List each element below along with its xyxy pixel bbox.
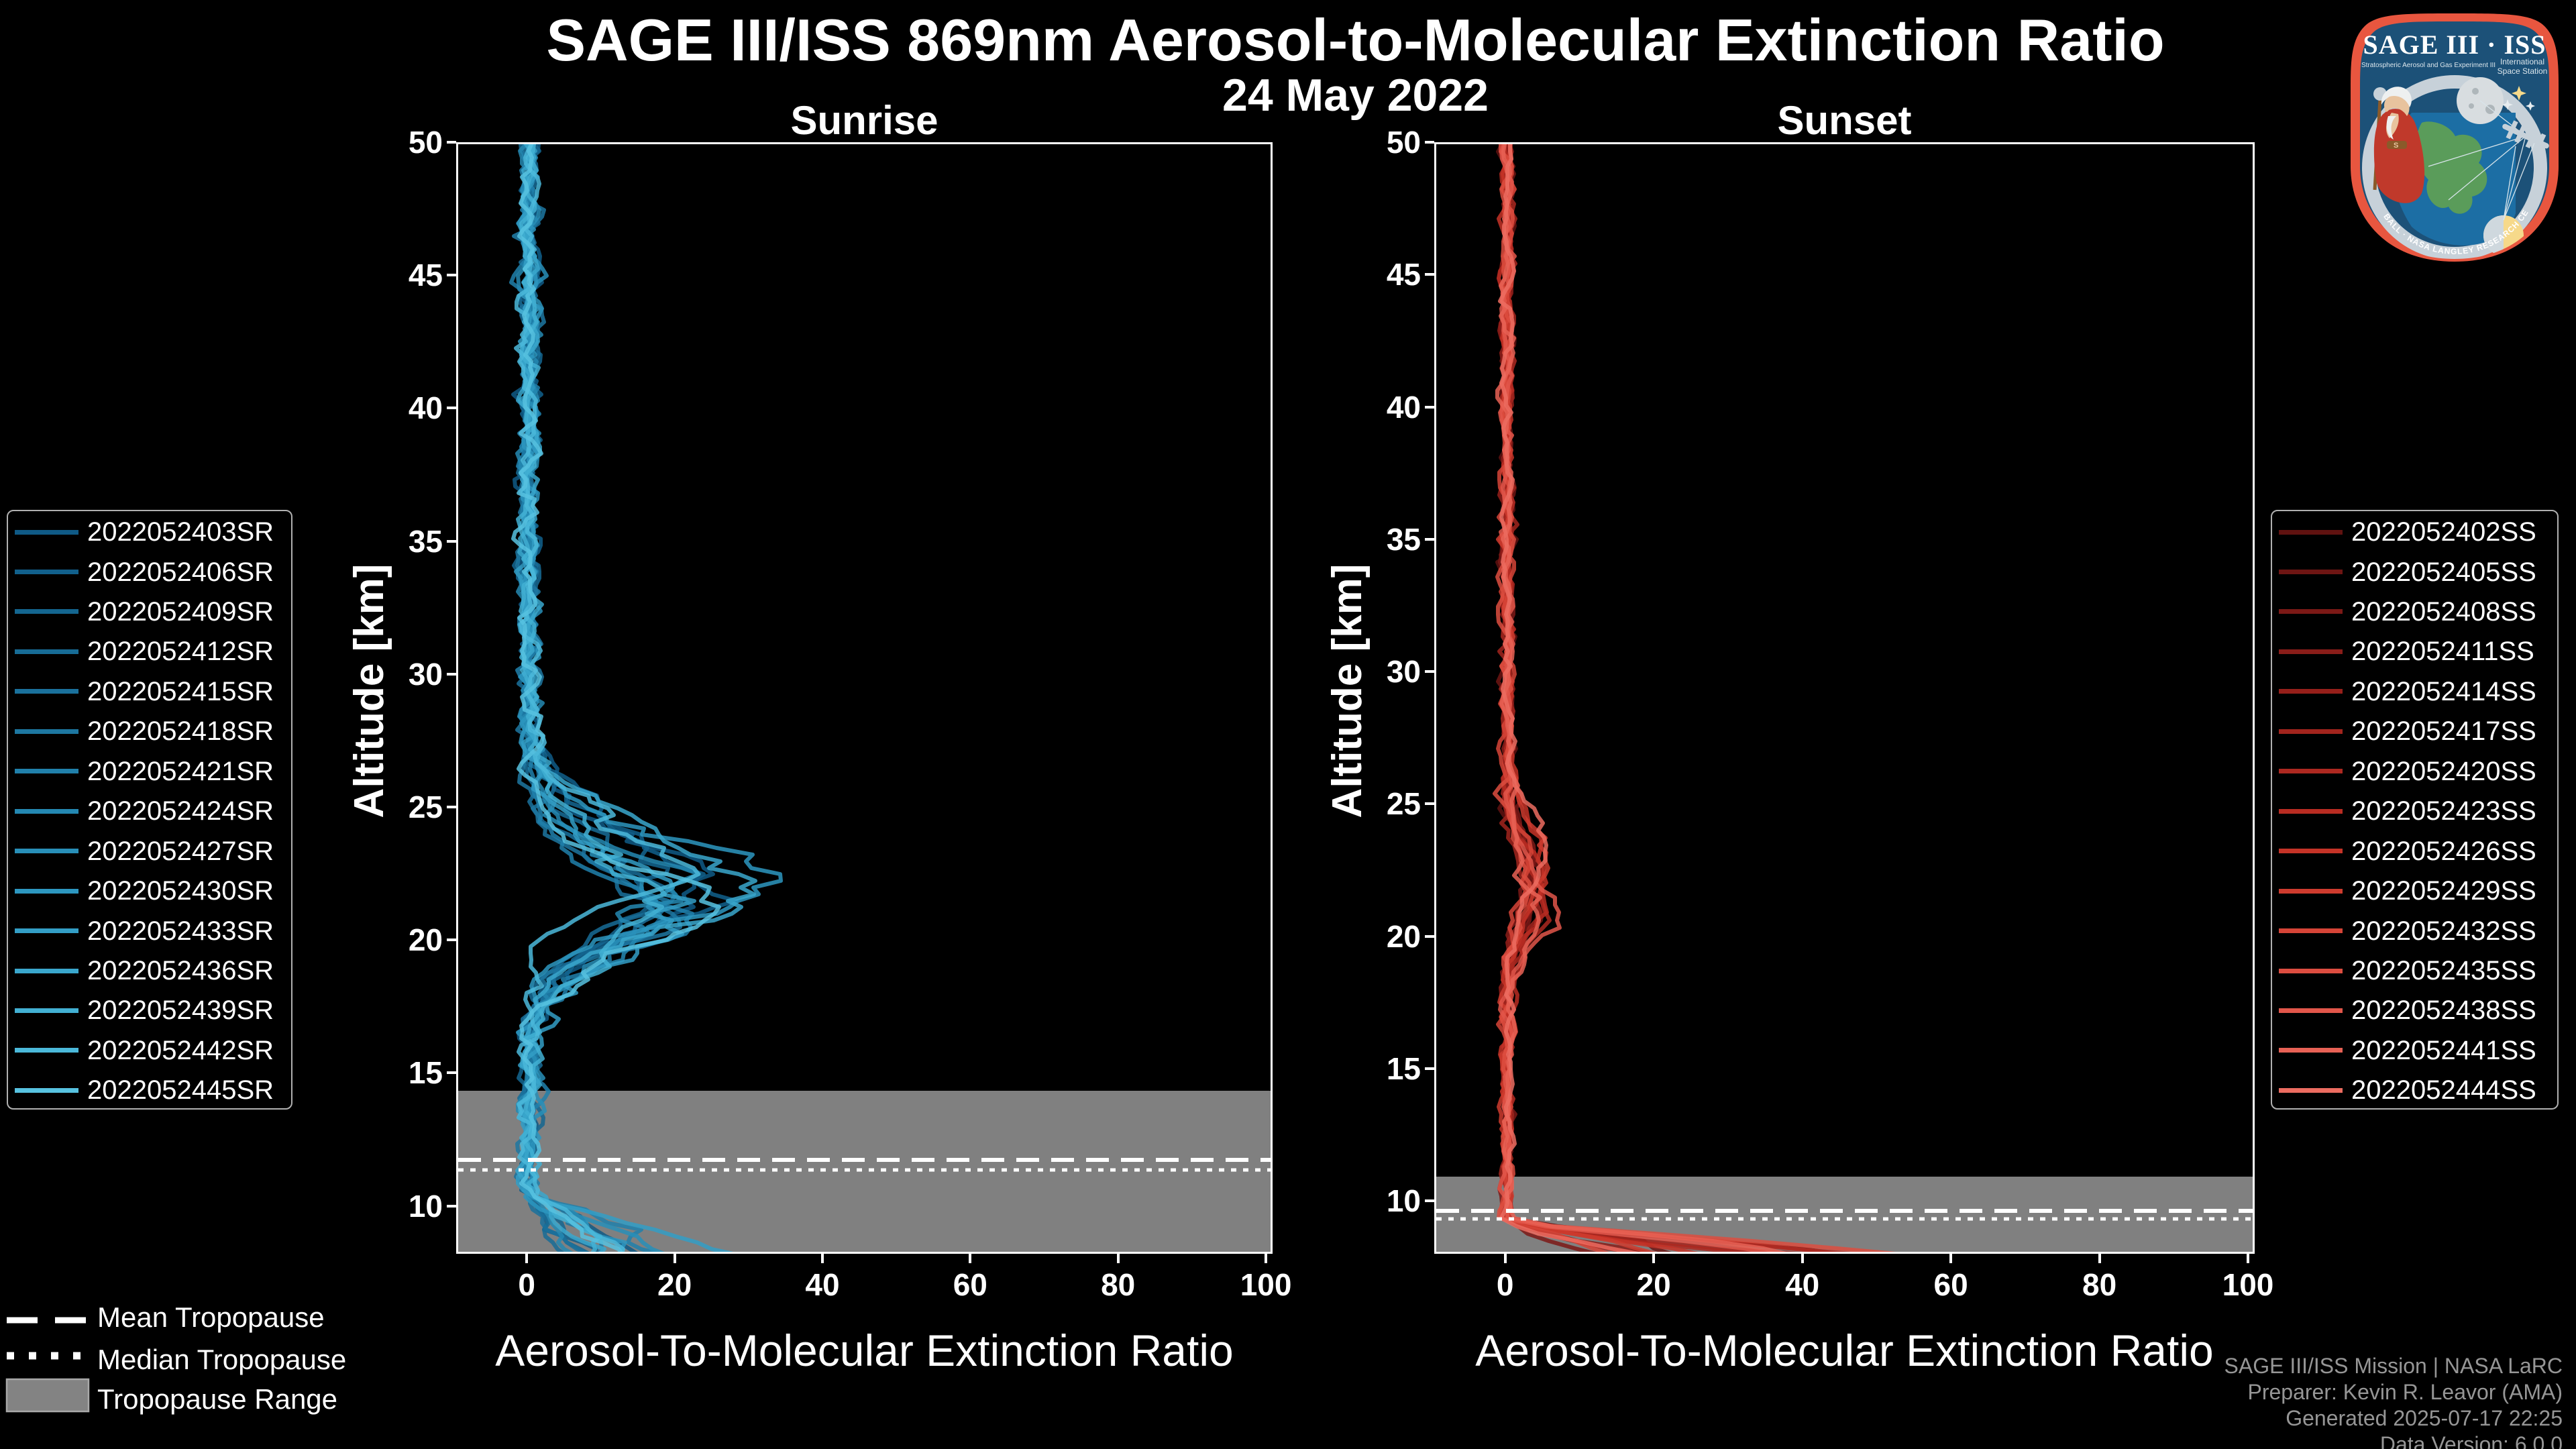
svg-text:Stratospheric Aerosol and Gas: Stratospheric Aerosol and Gas Experiment…	[2361, 62, 2496, 69]
svg-text:Space Station: Space Station	[2498, 66, 2548, 76]
svg-text:SAGE III · ISS: SAGE III · ISS	[2363, 30, 2546, 60]
svg-text:International: International	[2500, 57, 2544, 66]
svg-text:S: S	[2394, 142, 2398, 150]
